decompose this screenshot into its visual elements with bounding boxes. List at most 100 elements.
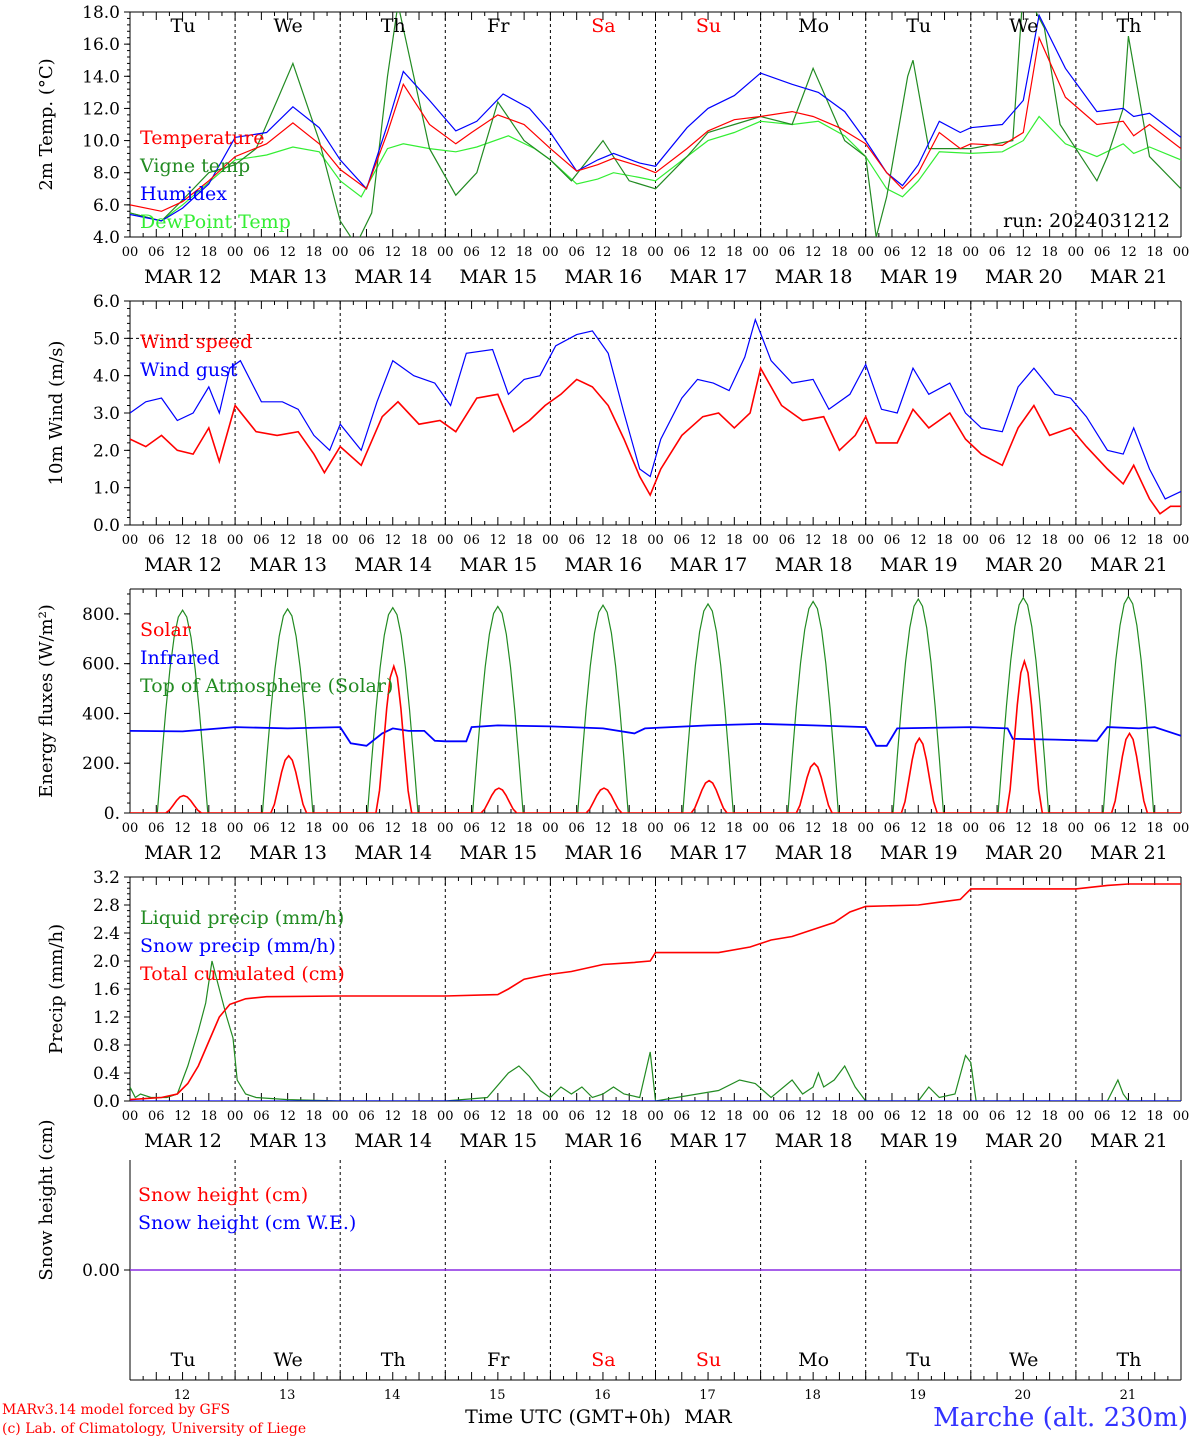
date-label: MAR 15 xyxy=(459,554,537,576)
hour-label: 12 xyxy=(490,1109,507,1124)
date-label: MAR 20 xyxy=(985,554,1063,576)
hour-label: 00 xyxy=(857,245,874,260)
hour-label: 18 xyxy=(1041,1109,1058,1124)
date-label: MAR 13 xyxy=(249,1130,327,1152)
station-label: Marche (alt. 230m) xyxy=(933,1403,1188,1433)
hour-label: 00 xyxy=(857,533,874,548)
hour-label: 06 xyxy=(884,1109,901,1124)
date-label: MAR 12 xyxy=(144,554,222,576)
date-label: MAR 14 xyxy=(354,266,432,288)
hour-label: 00 xyxy=(332,533,349,548)
hour-label: 06 xyxy=(463,245,480,260)
date-label: MAR 20 xyxy=(985,1130,1063,1152)
hour-label: 00 xyxy=(227,821,244,836)
hour-label: 12 xyxy=(1120,1109,1137,1124)
day-number-label: 15 xyxy=(489,1388,506,1403)
hour-label: 12 xyxy=(490,821,507,836)
day-label: Sa xyxy=(591,1349,615,1371)
hour-label: 06 xyxy=(779,1109,796,1124)
hour-label: 06 xyxy=(674,533,691,548)
day-label: Su xyxy=(696,1349,721,1371)
hour-label: 18 xyxy=(1146,533,1163,548)
date-label: MAR 20 xyxy=(985,842,1063,864)
y-tick-label: 18.0 xyxy=(82,3,120,23)
y-axis-title: Precip (mm/h) xyxy=(46,924,67,1054)
date-label: MAR 19 xyxy=(880,554,958,576)
hour-label: 12 xyxy=(1120,533,1137,548)
date-label: MAR 12 xyxy=(144,266,222,288)
y-tick-label: 1.2 xyxy=(93,1008,120,1028)
y-tick-label: 3.0 xyxy=(93,404,120,424)
series-wind-speed xyxy=(130,366,1181,515)
day-label: Tu xyxy=(906,15,931,37)
day-number-label: 13 xyxy=(279,1388,296,1403)
date-label: MAR 15 xyxy=(459,842,537,864)
hour-label: 00 xyxy=(963,533,980,548)
hour-label: 00 xyxy=(1173,245,1190,260)
wind-plot-area xyxy=(130,317,1181,515)
date-label: MAR 19 xyxy=(880,842,958,864)
hour-label: 06 xyxy=(148,533,165,548)
y-tick-label: 2.4 xyxy=(93,924,120,944)
hour-label: 18 xyxy=(831,821,848,836)
hour-label: 18 xyxy=(621,533,638,548)
day-number-label: 14 xyxy=(384,1388,401,1403)
y-tick-label: 5.0 xyxy=(93,329,120,349)
hour-label: 12 xyxy=(174,1109,191,1124)
series-toa-solar xyxy=(130,595,1181,813)
hour-label: 00 xyxy=(1068,1109,1085,1124)
hour-label: 18 xyxy=(306,533,323,548)
hour-label: 06 xyxy=(779,533,796,548)
date-label: MAR 13 xyxy=(249,554,327,576)
hour-label: 18 xyxy=(201,821,218,836)
date-label: MAR 19 xyxy=(880,1130,958,1152)
hour-label: 18 xyxy=(306,1109,323,1124)
hour-label: 18 xyxy=(306,245,323,260)
y-tick-label: 1.6 xyxy=(93,980,120,1000)
hour-label: 18 xyxy=(831,245,848,260)
hour-label: 06 xyxy=(568,533,585,548)
hour-label: 12 xyxy=(595,1109,612,1124)
hour-label: 12 xyxy=(174,245,191,260)
date-label: MAR 17 xyxy=(670,266,748,288)
hour-label: 00 xyxy=(857,1109,874,1124)
hour-label: 12 xyxy=(174,533,191,548)
date-label: MAR 14 xyxy=(354,1130,432,1152)
hour-label: 00 xyxy=(647,821,664,836)
day-number-label: 21 xyxy=(1120,1388,1137,1403)
day-number-label: 16 xyxy=(594,1388,611,1403)
hour-label: 06 xyxy=(358,245,375,260)
y-axis-title: 10m Wind (m/s) xyxy=(46,341,67,486)
hour-label: 18 xyxy=(306,821,323,836)
y-tick-label: 10.0 xyxy=(82,132,120,152)
hour-label: 00 xyxy=(542,1109,559,1124)
date-label: MAR 15 xyxy=(459,1130,537,1152)
hour-label: 06 xyxy=(358,533,375,548)
legend-total-cumulated-cm-: Total cumulated (cm) xyxy=(140,963,345,985)
hour-label: 00 xyxy=(752,533,769,548)
y-axis-title: Snow height (cm) xyxy=(36,1119,57,1280)
hour-label: 06 xyxy=(1094,821,1111,836)
y-tick-label: 2.0 xyxy=(93,441,120,461)
hour-label: 18 xyxy=(201,1109,218,1124)
y-tick-label: 2.0 xyxy=(93,952,120,972)
hour-label: 18 xyxy=(411,533,428,548)
day-label: Tu xyxy=(171,1349,196,1371)
hour-label: 06 xyxy=(1094,245,1111,260)
hour-label: 18 xyxy=(621,245,638,260)
hour-label: 12 xyxy=(279,1109,296,1124)
date-label: MAR 18 xyxy=(775,554,853,576)
hour-label: 00 xyxy=(647,245,664,260)
hour-label: 18 xyxy=(516,1109,533,1124)
date-label: MAR 16 xyxy=(565,842,643,864)
y-tick-label: 6.0 xyxy=(93,196,120,216)
date-label: MAR 16 xyxy=(565,554,643,576)
y-tick-label: 14.0 xyxy=(82,67,120,87)
date-label: MAR 14 xyxy=(354,554,432,576)
day-label: We xyxy=(1009,15,1038,37)
date-label: MAR 18 xyxy=(775,842,853,864)
date-label: MAR 13 xyxy=(249,266,327,288)
day-label: Th xyxy=(1116,1349,1141,1371)
day-label: Th xyxy=(381,15,406,37)
hour-label: 06 xyxy=(148,821,165,836)
